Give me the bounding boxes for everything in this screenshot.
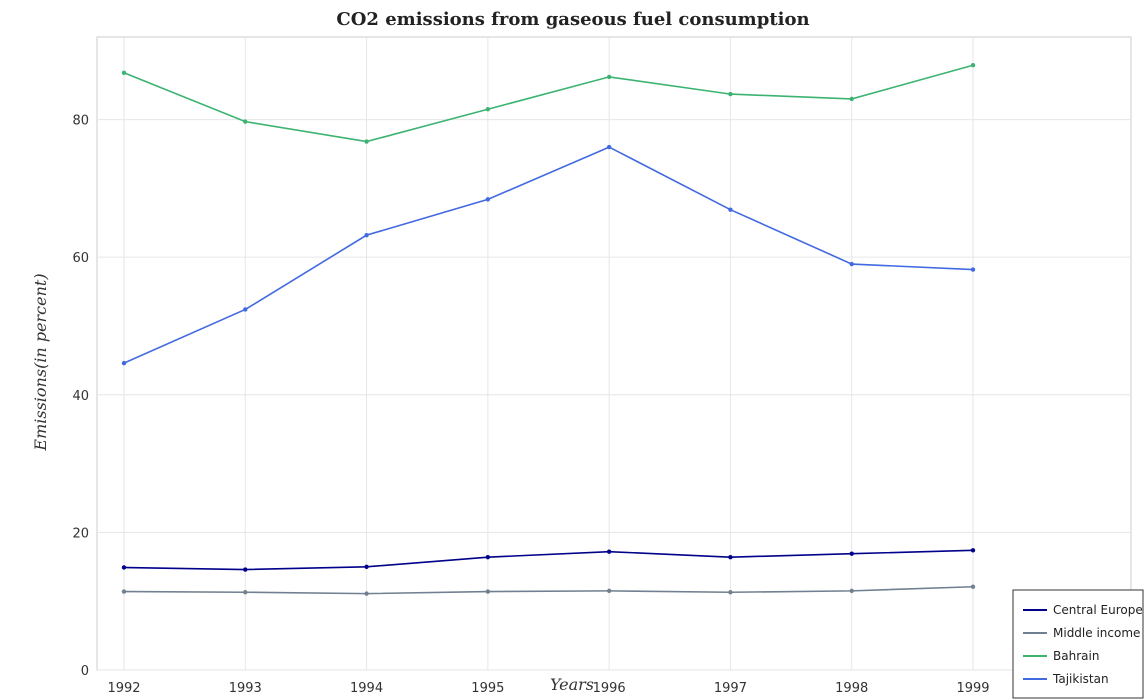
x-axis-title: Years — [550, 675, 594, 694]
data-point — [606, 144, 612, 150]
data-point — [849, 551, 854, 556]
data-point — [243, 567, 248, 572]
plot-area — [96, 36, 1132, 671]
series-middle-income — [121, 584, 976, 596]
data-point — [364, 232, 369, 238]
x-tick-label: 1996 — [593, 681, 626, 696]
data-point — [121, 589, 127, 594]
data-point — [121, 70, 127, 75]
series-line — [123, 64, 974, 143]
x-tick-label: 1998 — [835, 681, 868, 696]
data-point — [728, 207, 733, 212]
y-tick-label: 60 — [72, 251, 89, 266]
data-point — [970, 267, 976, 272]
data-point — [121, 565, 127, 570]
data-point — [728, 554, 733, 560]
x-tick-label: 1992 — [107, 681, 140, 696]
data-point — [364, 139, 369, 144]
x-tick-label: 1993 — [229, 681, 262, 696]
x-tick-label: 1994 — [350, 681, 383, 696]
series-line — [123, 585, 974, 595]
data-point — [728, 590, 733, 595]
gridlines — [97, 37, 1131, 671]
data-point — [849, 96, 854, 102]
data-point — [485, 107, 491, 112]
chart-title: CO2 emissions from gaseous fuel consumpt… — [336, 9, 809, 30]
y-axis: 0 20 40 60 80 — [72, 114, 89, 679]
plot-background — [96, 36, 1132, 671]
legend: Central Europe Middle income Bahrain Tajiki… — [1012, 589, 1144, 699]
series-layer — [121, 63, 976, 596]
data-point — [606, 74, 612, 80]
legend-label: Middle income — [1053, 626, 1140, 640]
y-tick-label: 40 — [72, 389, 89, 404]
data-point — [485, 589, 491, 594]
data-point — [243, 307, 248, 312]
data-point — [364, 564, 369, 569]
y-tick-label: 0 — [81, 664, 89, 679]
y-tick-label: 20 — [72, 526, 89, 541]
data-point — [243, 119, 248, 124]
data-point — [606, 549, 612, 554]
data-point — [849, 261, 854, 267]
y-axis-title: Emissions(in percent) — [31, 273, 50, 451]
data-point — [606, 588, 612, 594]
data-point — [485, 554, 491, 560]
series-line — [123, 549, 974, 571]
data-point — [970, 63, 976, 68]
data-point — [243, 590, 248, 595]
series-bahrain — [121, 63, 976, 144]
data-point — [728, 91, 733, 97]
legend-label: Central Europe — [1053, 603, 1143, 617]
data-point — [970, 548, 976, 553]
series-central-europe — [121, 548, 976, 572]
data-point — [970, 584, 976, 589]
series-line — [123, 146, 974, 364]
x-axis: 1992 1993 1994 1995 1996 1997 1998 1999 — [107, 681, 989, 696]
data-point — [121, 360, 127, 366]
series-tajikistan — [121, 144, 976, 366]
x-tick-label: 1997 — [714, 681, 747, 696]
data-point — [485, 197, 491, 202]
legend-label: Tajikistan — [1052, 672, 1109, 686]
y-tick-label: 80 — [72, 114, 89, 129]
legend-label: Bahrain — [1053, 649, 1099, 663]
x-tick-label: 1999 — [956, 681, 989, 696]
x-tick-label: 1995 — [471, 681, 504, 696]
data-point — [849, 588, 854, 594]
data-point — [364, 591, 369, 596]
